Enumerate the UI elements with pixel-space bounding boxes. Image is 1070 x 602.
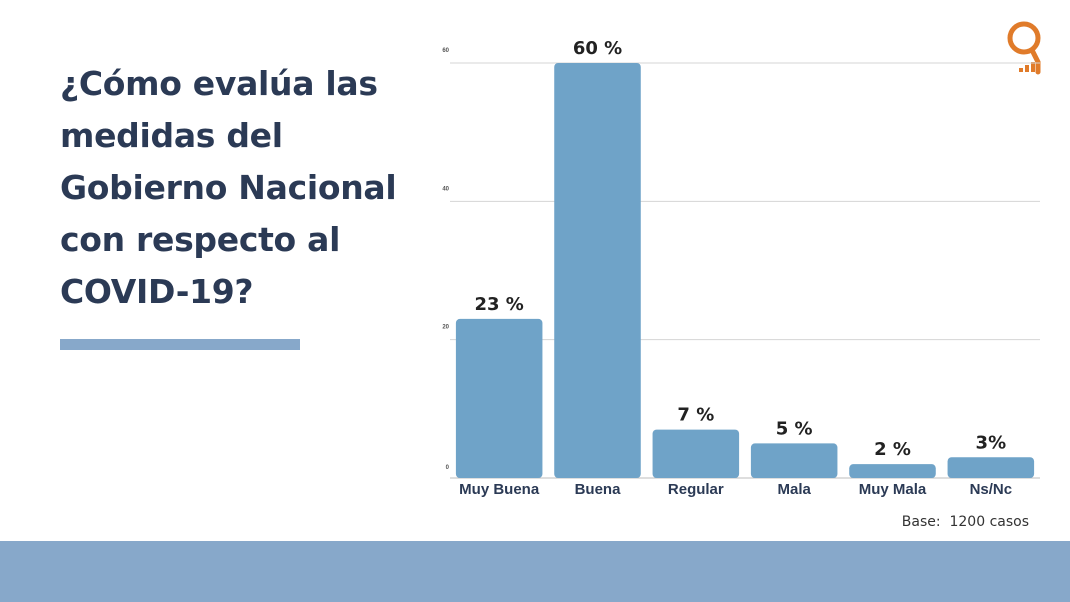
bar-data-label: 23 % xyxy=(474,294,523,315)
bar-data-label: 2 % xyxy=(874,439,911,460)
y-tick-label: 20 xyxy=(442,325,449,331)
bar-data-label: 3% xyxy=(976,432,1007,453)
bar xyxy=(849,464,936,478)
category-label: Ns/Nc xyxy=(970,481,1013,498)
title-accent-rule xyxy=(60,339,300,350)
category-label: Muy Buena xyxy=(459,481,540,498)
bar xyxy=(750,443,838,478)
sample-base-note: Base: 1200 casos xyxy=(901,514,1029,530)
y-tick-label: 0 xyxy=(446,465,450,471)
category-label: Buena xyxy=(575,481,622,498)
q-logo-icon xyxy=(1007,21,1041,75)
bar-data-label: 60 % xyxy=(573,38,622,59)
category-label: Muy Mala xyxy=(859,481,927,498)
category-label: Regular xyxy=(668,481,724,498)
bar xyxy=(554,63,641,478)
bar xyxy=(652,429,740,478)
y-tick-label: 60 xyxy=(442,48,449,54)
footer-band xyxy=(0,541,1070,602)
bar xyxy=(947,457,1035,478)
survey-question-title: ¿Cómo evalúa las medidas del Gobierno Na… xyxy=(60,64,397,311)
bar-data-label: 5 % xyxy=(776,418,813,439)
bar-data-label: 7 % xyxy=(677,405,714,426)
y-tick-label: 40 xyxy=(442,186,449,192)
evaluation-bar-chart: 0 20 40 60 23 % Muy Buena 60 % Buena 7 % Regular 5… xyxy=(442,38,1040,498)
bar xyxy=(455,318,543,478)
category-label: Mala xyxy=(777,481,811,498)
